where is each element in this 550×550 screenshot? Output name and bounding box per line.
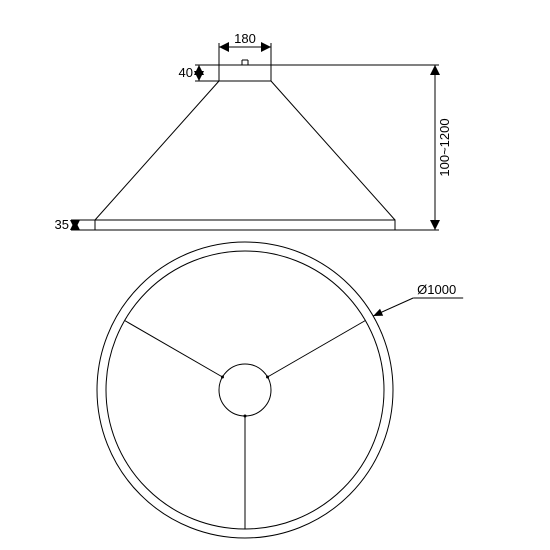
dim-suspension-height: 100~1200 [437,118,452,176]
dim-cap-height: 40 [179,65,193,80]
side-elevation [95,60,395,230]
dimensions: 180 40 35 100~1200 Ø1000 [55,31,464,316]
plan-view [97,242,393,538]
dim-ring-height: 35 [55,217,69,232]
technical-drawing: 180 40 35 100~1200 Ø1000 [0,0,550,550]
dim-ring-diameter: Ø1000 [417,282,456,297]
dim-cap-width: 180 [234,31,256,46]
